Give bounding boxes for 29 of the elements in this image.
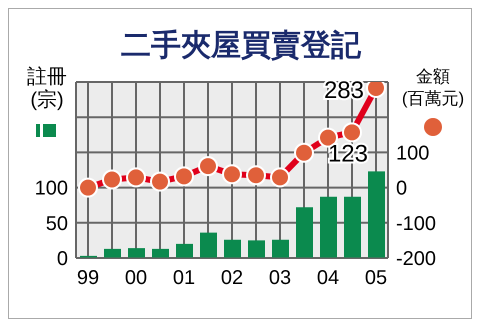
y-tick-label: 0 bbox=[56, 248, 68, 270]
bar bbox=[320, 196, 337, 258]
y2-tick-label: 0 bbox=[396, 178, 408, 200]
bar bbox=[176, 244, 193, 258]
bar bbox=[272, 240, 289, 258]
x-tick-label: 05 bbox=[364, 267, 388, 289]
y2-tick-label: 100 bbox=[396, 142, 430, 164]
y-tick-label: 100 bbox=[34, 178, 68, 200]
chart-title: 二手夾屋買賣登記 bbox=[120, 28, 362, 64]
bar bbox=[104, 248, 121, 258]
x-tick-label: 99 bbox=[76, 267, 100, 289]
bar bbox=[128, 248, 145, 258]
x-tick-label: 01 bbox=[172, 267, 196, 289]
bar bbox=[224, 240, 241, 258]
y2-tick-label: -200 bbox=[396, 248, 436, 270]
bar bbox=[344, 196, 361, 258]
bar bbox=[368, 171, 385, 258]
bar bbox=[152, 248, 169, 258]
y2-axis-title: 金額(百萬元) bbox=[400, 66, 466, 110]
x-tick-label: 00 bbox=[124, 267, 148, 289]
y-tick-label: 50 bbox=[46, 212, 68, 235]
x-tick-label: 03 bbox=[268, 267, 292, 289]
y2-tick-label: -100 bbox=[396, 212, 436, 235]
x-tick-label: 04 bbox=[316, 267, 340, 289]
bar bbox=[248, 240, 265, 258]
x-tick-label: 02 bbox=[220, 267, 244, 289]
bar bbox=[296, 207, 313, 258]
bar bbox=[200, 232, 217, 258]
y-axis-title: 註冊(宗) bbox=[27, 66, 67, 112]
